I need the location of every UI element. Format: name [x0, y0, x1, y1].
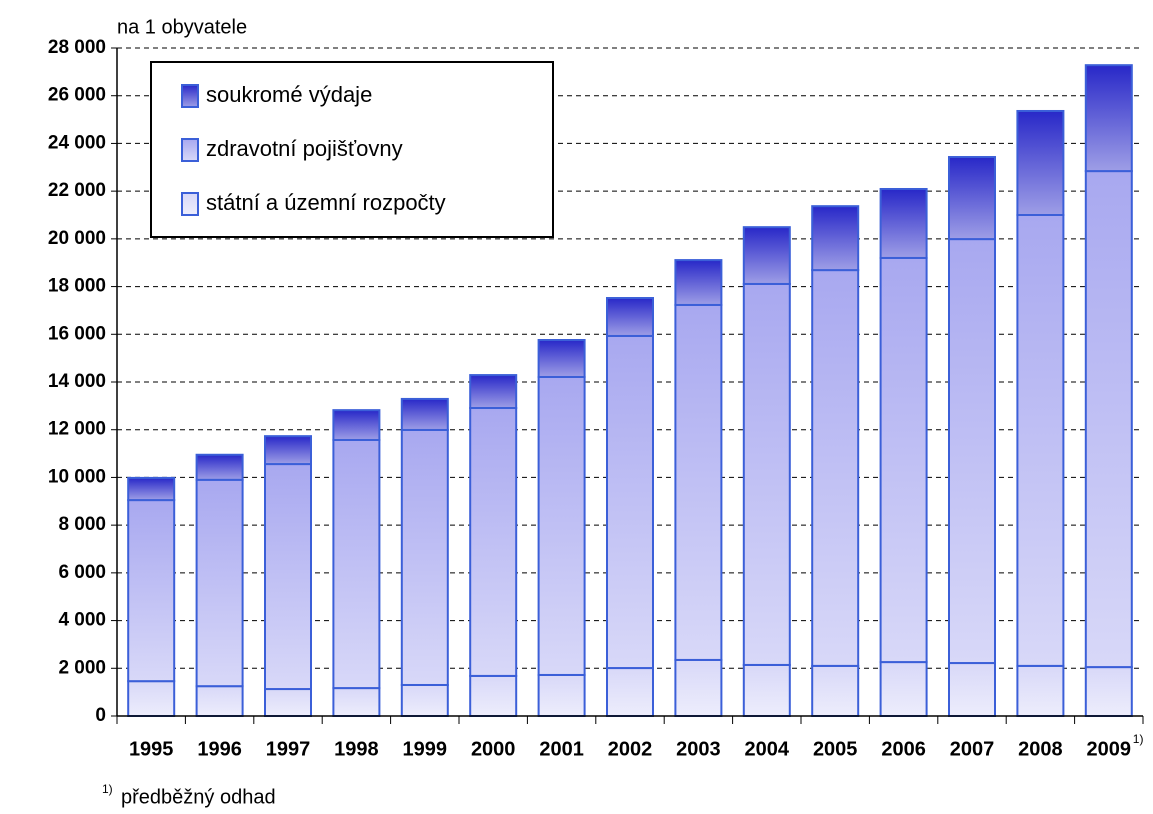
bar-segment — [1016, 214, 1065, 667]
bar-segment — [1084, 170, 1133, 669]
legend-label: státní a územní rozpočty — [206, 190, 446, 215]
y-tick-label: 0 — [95, 705, 106, 726]
bar-segment — [469, 674, 518, 717]
y-tick-label: 14 000 — [48, 371, 106, 392]
x-tick-label: 2000 — [471, 738, 516, 760]
x-tick-label: 2008 — [1018, 738, 1063, 760]
y-tick-label: 12 000 — [48, 419, 106, 440]
bar-segment — [811, 269, 860, 667]
bar-segment — [127, 499, 176, 683]
x-tick-label: 2009 — [1087, 738, 1132, 760]
y-tick-label: 6 000 — [58, 562, 106, 583]
bar-segment — [1084, 64, 1133, 173]
y-tick-label: 20 000 — [48, 228, 106, 249]
bar-segment — [264, 435, 312, 466]
bar-segment — [811, 664, 860, 718]
bar-segment — [537, 673, 586, 717]
y-tick-label: 28 000 — [48, 37, 106, 58]
y-tick-label: 10 000 — [48, 466, 106, 487]
legend-box — [150, 61, 554, 238]
bar-segment — [879, 661, 928, 718]
bar-segment — [606, 667, 654, 717]
bar-segment — [674, 658, 723, 718]
bar-segment — [742, 226, 791, 285]
bar-segment — [742, 663, 791, 718]
bar-segment — [606, 297, 654, 337]
footnote: předběžný odhad — [121, 786, 276, 808]
y-tick-label: 4 000 — [58, 610, 106, 631]
x-tick-label: 2003 — [676, 738, 721, 760]
y-tick-label: 8 000 — [58, 514, 106, 535]
y-tick-label: 26 000 — [48, 85, 106, 106]
bar-segment — [948, 238, 996, 665]
x-tick-label: 2004 — [745, 738, 790, 760]
bar-segment — [606, 334, 654, 670]
y-axis-label: na 1 obyvatele — [117, 16, 247, 38]
bar-segment — [879, 256, 928, 664]
y-tick-label: 18 000 — [48, 276, 106, 297]
bar-segment — [127, 476, 176, 502]
bar-segment — [469, 374, 518, 410]
bar-segment — [469, 407, 518, 677]
category-footnote: 1) — [1133, 732, 1144, 746]
x-tick-label: 1997 — [266, 738, 311, 760]
x-tick-label: 2005 — [813, 738, 858, 760]
bar-segment — [332, 687, 381, 718]
x-tick-label: 1995 — [129, 738, 174, 760]
bar-segment — [264, 463, 312, 691]
legend-swatch — [181, 138, 199, 162]
bar-segment — [537, 375, 586, 676]
bar-segment — [742, 282, 791, 666]
legend-label: zdravotní pojišťovny — [206, 136, 403, 161]
y-tick-label: 2 000 — [58, 657, 106, 678]
legend-swatch — [181, 84, 199, 108]
x-tick-label: 1996 — [197, 738, 242, 760]
bar-segment — [1084, 666, 1133, 717]
y-tick-label: 24 000 — [48, 132, 106, 153]
y-tick-label: 22 000 — [48, 180, 106, 201]
bar-segment — [948, 662, 996, 718]
footnote-marker: 1) — [102, 782, 113, 796]
bar-segment — [264, 688, 312, 718]
bar-segment — [195, 478, 244, 688]
x-tick-label: 1998 — [334, 738, 379, 760]
x-tick-label: 2001 — [539, 738, 584, 760]
x-tick-label: 2006 — [881, 738, 926, 760]
y-tick-label: 16 000 — [48, 323, 106, 344]
legend-swatch — [181, 192, 199, 216]
bar-segment — [537, 339, 586, 378]
bar-segment — [400, 683, 449, 718]
x-tick-label: 2007 — [950, 738, 995, 760]
bar-segment — [332, 438, 381, 690]
bar-segment — [1016, 109, 1065, 216]
bar-segment — [195, 685, 244, 718]
x-tick-label: 1999 — [403, 738, 448, 760]
bar-segment — [948, 156, 996, 241]
bar-segment — [879, 187, 928, 259]
bar-segment — [674, 303, 723, 661]
legend-label: soukromé výdaje — [206, 82, 372, 107]
bar-segment — [400, 397, 449, 431]
bar-segment — [1016, 664, 1065, 718]
bar-segment — [400, 428, 449, 686]
bar-segment — [195, 453, 244, 481]
bar-segment — [332, 409, 381, 441]
x-tick-label: 2002 — [608, 738, 653, 760]
bar-segment — [811, 205, 860, 272]
bar-segment — [674, 259, 723, 306]
bar-segment — [127, 680, 176, 718]
